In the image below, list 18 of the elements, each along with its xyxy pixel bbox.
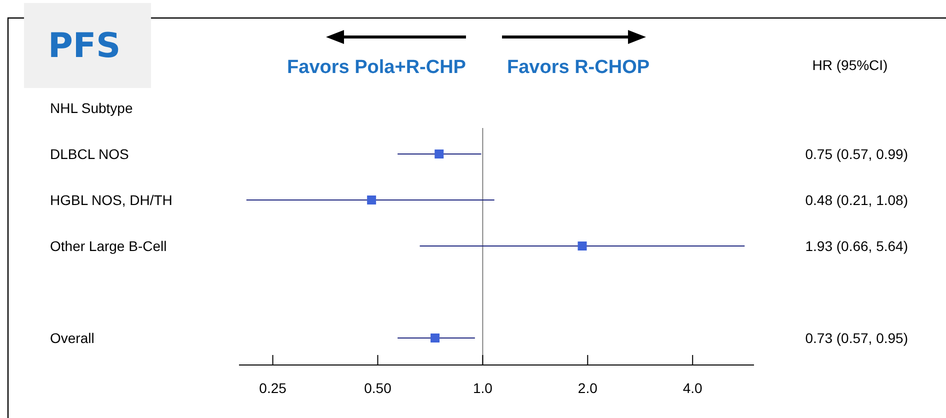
x-tick-label: 1.0 — [472, 380, 493, 396]
data-label: 0.73 (0.57, 0.95) — [805, 330, 908, 346]
x-tick-label: 4.0 — [682, 380, 703, 396]
chart-title: PFS — [48, 26, 121, 66]
x-tick-label: 2.0 — [578, 380, 598, 396]
y-tick-label: Other Large B-Cell — [50, 238, 167, 254]
data-label: 0.75 (0.57, 0.99) — [805, 146, 908, 162]
text: Favors Pola+R-CHP — [287, 57, 466, 78]
y-tick-label: NHL Subtype — [50, 100, 133, 116]
y-tick-label: HGBL NOS, DH/TH — [50, 192, 172, 208]
y-tick-label: DLBCL NOS — [50, 146, 129, 162]
text: Favors R-CHOP — [507, 57, 650, 78]
data-label: 1.93 (0.66, 5.64) — [805, 238, 908, 254]
y-tick-label: Overall — [50, 330, 94, 346]
x-tick-label: 0.50 — [364, 380, 392, 396]
x-tick-label: 0.25 — [259, 380, 287, 396]
text: HR (95%CI) — [812, 57, 888, 73]
data-label: 0.48 (0.21, 1.08) — [805, 192, 908, 208]
